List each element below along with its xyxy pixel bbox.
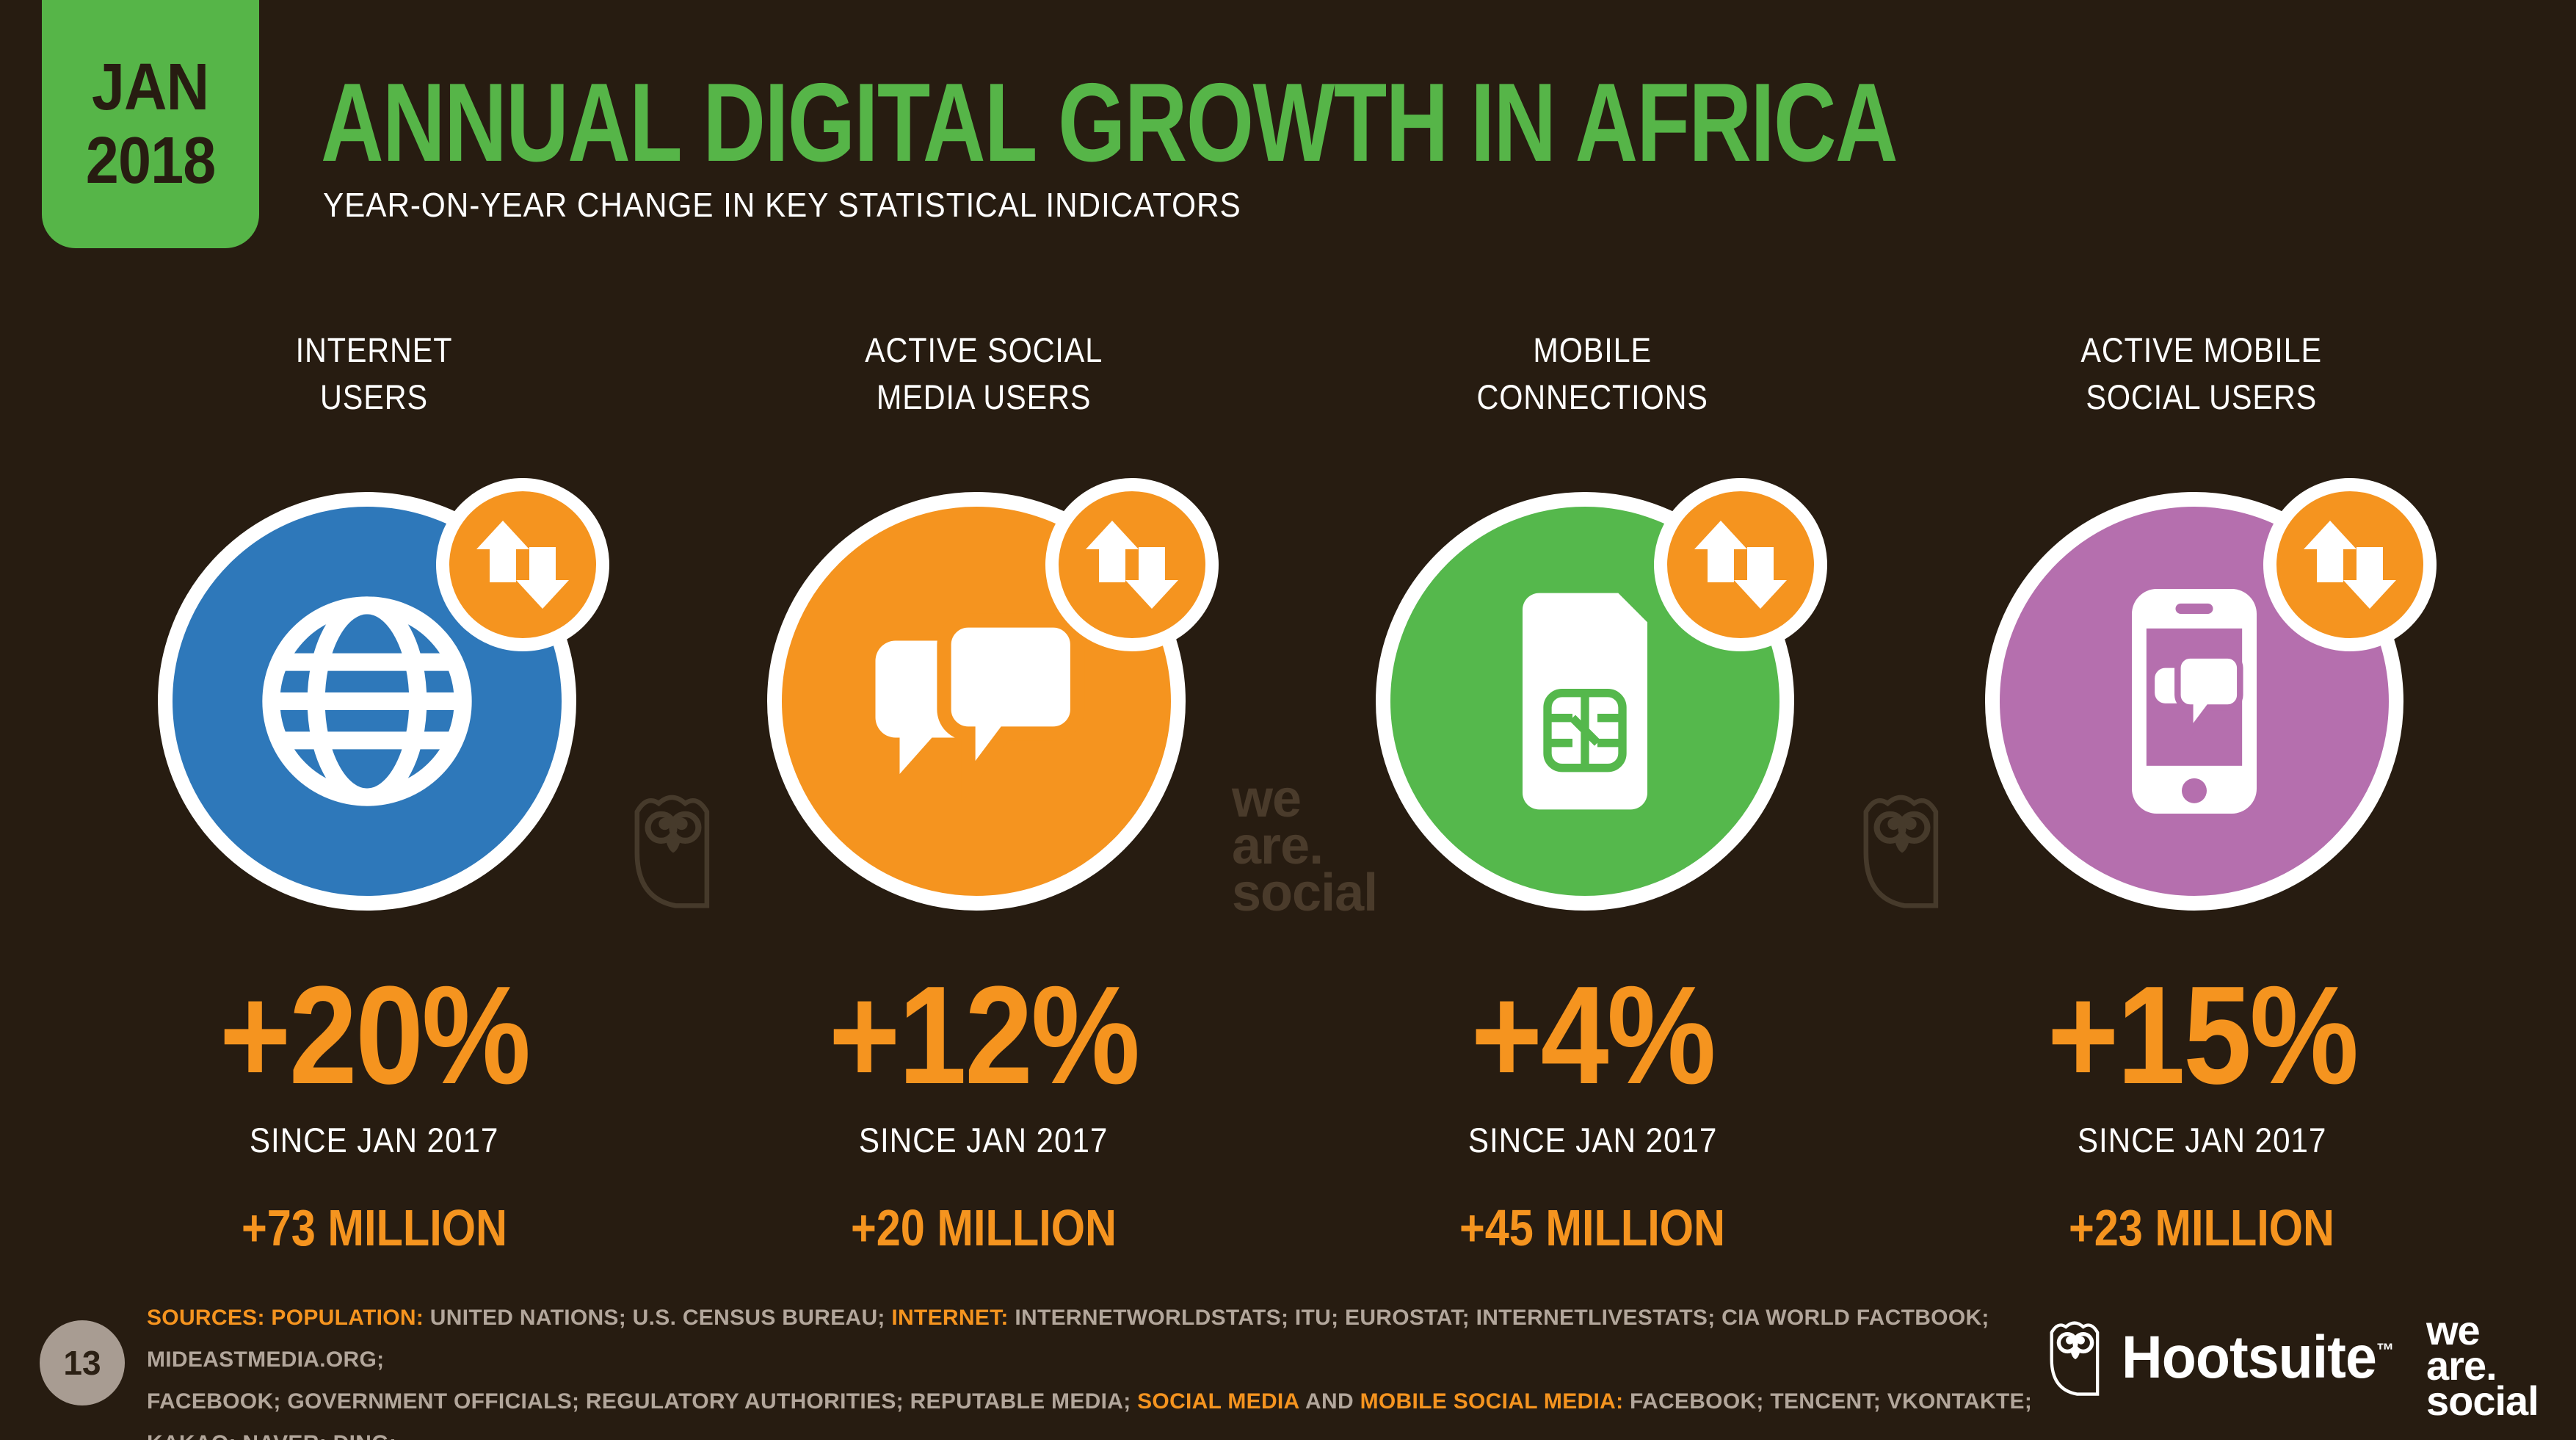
we-are-social-logo: we are. social: [2426, 1307, 2539, 1424]
stat-column-mobile-connections: MOBILE CONNECTIONS: [1288, 327, 1898, 1253]
sim-card-icon: [1523, 593, 1648, 810]
up-down-arrows-icon: [1694, 521, 1788, 609]
stat-percent: +20%: [219, 958, 531, 1113]
stat-period: SINCE JAN 2017: [250, 1121, 499, 1159]
stat-label-line1: INTERNET: [295, 330, 453, 369]
page-number: 13: [63, 1344, 101, 1382]
trademark-symbol: ™: [2376, 1339, 2394, 1361]
stat-graphic: [749, 466, 1219, 936]
stat-label-line2: CONNECTIONS: [1476, 377, 1709, 416]
stat-percent: +12%: [828, 958, 1140, 1113]
up-down-arrows-icon: [476, 521, 569, 609]
sources-segment: FACEBOOK; TENCENT; VKONTAKTE; KAKAO; NAV…: [147, 1389, 2033, 1440]
stat-absolute-change: +45 MILLION: [1459, 1198, 1726, 1256]
stat-graphic: [139, 466, 609, 936]
page-subtitle: YEAR-ON-YEAR CHANGE IN KEY STATISTICAL I…: [323, 186, 1241, 224]
sources-segment: SOCIAL MEDIA: [1137, 1389, 1300, 1414]
hootsuite-wordmark-text: Hootsuite: [2122, 1324, 2377, 1391]
smartphone-icon: [2132, 589, 2257, 814]
stat-label-line2: USERS: [320, 377, 429, 416]
sources-segment: UNITED NATIONS; U.S. CENSUS BUREAU;: [424, 1306, 892, 1330]
stat-percent: +4%: [1470, 958, 1716, 1113]
hootsuite-logo: Hootsuite™: [2047, 1317, 2411, 1399]
stat-absolute-change: +20 MILLION: [850, 1198, 1117, 1256]
up-down-arrows-icon: [2304, 521, 2397, 609]
sources-text: SOURCES: POPULATION: UNITED NATIONS; U.S…: [147, 1297, 2041, 1440]
stat-period: SINCE JAN 2017: [858, 1121, 1109, 1159]
page-number-badge: 13: [40, 1320, 125, 1405]
stat-graphic: [1357, 466, 1828, 936]
growth-arrows-badge: [2263, 478, 2437, 651]
we-are-social-watermark: we are. social: [1232, 770, 1378, 922]
we-are-social-line: we: [2426, 1307, 2481, 1353]
stat-graphic: [1967, 466, 2437, 936]
sources-segment: AND: [1299, 1389, 1360, 1414]
stat-column-internet-users: INTERNET USERS +20%: [70, 327, 679, 1253]
we-are-social-line: are.: [2426, 1342, 2497, 1389]
sources-segment: FACEBOOK; GOVERNMENT OFFICIALS; REGULATO…: [147, 1389, 1138, 1414]
stat-label-line2: MEDIA USERS: [876, 377, 1091, 416]
growth-arrows-badge: [1045, 478, 1219, 651]
stat-label-line1: ACTIVE MOBILE: [2080, 330, 2323, 369]
sources-segment: INTERNET:: [891, 1306, 1009, 1330]
stat-label-line2: SOCIAL USERS: [2086, 377, 2318, 416]
stat-label: ACTIVE SOCIAL MEDIA USERS: [865, 327, 1103, 444]
sources-segment: POPULATION:: [271, 1306, 424, 1330]
we-are-social-line: social: [2426, 1378, 2539, 1424]
sources-line-2: FACEBOOK; GOVERNMENT OFFICIALS; REGULATO…: [147, 1381, 2041, 1440]
hootsuite-owl-watermark-icon: [634, 795, 710, 908]
date-badge-month: JAN: [92, 51, 209, 124]
stat-column-mobile-social-users: ACTIVE MOBILE SOCIAL USERS: [1897, 327, 2506, 1253]
stat-label: ACTIVE MOBILE SOCIAL USERS: [2081, 327, 2323, 444]
date-badge: JAN 2018: [42, 0, 259, 248]
up-down-arrows-icon: [1085, 521, 1178, 609]
stat-period: SINCE JAN 2017: [2077, 1121, 2326, 1159]
watermark-line: are.: [1232, 817, 1324, 875]
sources-segment: INTERNETWORLDSTATS; ITU; EUROSTAT; INTER…: [147, 1306, 1989, 1372]
stat-columns: INTERNET USERS +20%: [70, 327, 2506, 1253]
stat-label: INTERNET USERS: [296, 327, 453, 444]
stat-label-line1: MOBILE: [1533, 330, 1652, 369]
hootsuite-owl-watermark-icon: [1863, 795, 1939, 908]
growth-arrows-badge: [1654, 478, 1828, 651]
stat-absolute-change: +23 MILLION: [2069, 1198, 2335, 1256]
stat-column-social-media-users: ACTIVE SOCIAL MEDIA USERS +12%: [679, 327, 1288, 1253]
stat-label-line1: ACTIVE SOCIAL: [864, 330, 1103, 369]
date-badge-year: 2018: [85, 124, 216, 198]
hootsuite-owl-icon: [2050, 1321, 2100, 1396]
watermark-line: social: [1232, 864, 1378, 922]
sources-segment: MOBILE SOCIAL MEDIA:: [1360, 1389, 1624, 1414]
globe-icon: [262, 596, 472, 806]
stat-percent: +15%: [2047, 958, 2358, 1113]
sources-line-1: SOURCES: POPULATION: UNITED NATIONS; U.S…: [147, 1297, 2041, 1381]
stat-absolute-change: +73 MILLION: [241, 1198, 507, 1256]
stat-period: SINCE JAN 2017: [1467, 1121, 1718, 1159]
stat-label: MOBILE CONNECTIONS: [1477, 327, 1708, 444]
sources-segment: SOURCES:: [147, 1306, 272, 1330]
hootsuite-wordmark: Hootsuite™: [2122, 1323, 2394, 1392]
page-title: ANNUAL DIGITAL GROWTH IN AFRICA: [321, 60, 1898, 185]
chat-bubbles-icon: [875, 613, 1084, 803]
watermark-line: we: [1232, 770, 1302, 828]
growth-arrows-badge: [435, 478, 609, 651]
